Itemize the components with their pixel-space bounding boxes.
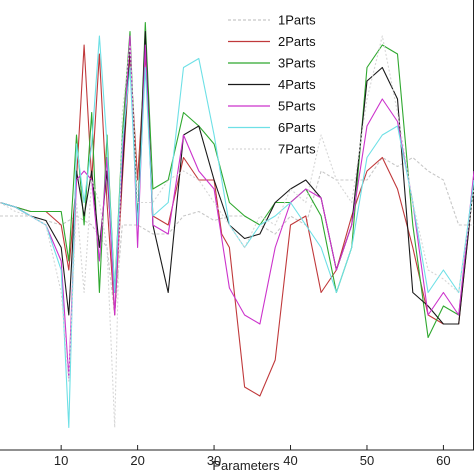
legend-label-4: 4Parts	[278, 77, 316, 92]
series-line-4	[0, 30, 474, 325]
x-axis-title: Parameters	[212, 458, 280, 473]
series-line-5	[0, 35, 474, 379]
legend-label-6: 6Parts	[278, 120, 316, 135]
x-tick-label: 50	[360, 453, 374, 468]
legend-label-1: 1Parts	[278, 13, 316, 28]
legend-label-2: 2Parts	[278, 34, 316, 49]
series-line-7	[0, 35, 474, 429]
legend: 1Parts 2Parts 3Parts 4Parts 5Parts 6Parts 7Par…	[228, 13, 316, 157]
x-axis-ticks: 10 20 30 40 50 60	[54, 445, 451, 468]
series-line-1	[0, 156, 474, 316]
legend-label-5: 5Parts	[278, 99, 316, 114]
x-tick-label: 30	[207, 453, 221, 468]
x-tick-label: 40	[283, 453, 297, 468]
series-line-6	[0, 35, 474, 429]
legend-label-7: 7Parts	[278, 142, 316, 157]
legend-label-3: 3Parts	[278, 56, 316, 71]
series-line-3	[0, 21, 474, 339]
x-tick-label: 10	[54, 453, 68, 468]
series-layer	[0, 21, 474, 429]
x-tick-label: 20	[130, 453, 144, 468]
series-line-2	[0, 44, 474, 397]
x-tick-label: 60	[436, 453, 450, 468]
